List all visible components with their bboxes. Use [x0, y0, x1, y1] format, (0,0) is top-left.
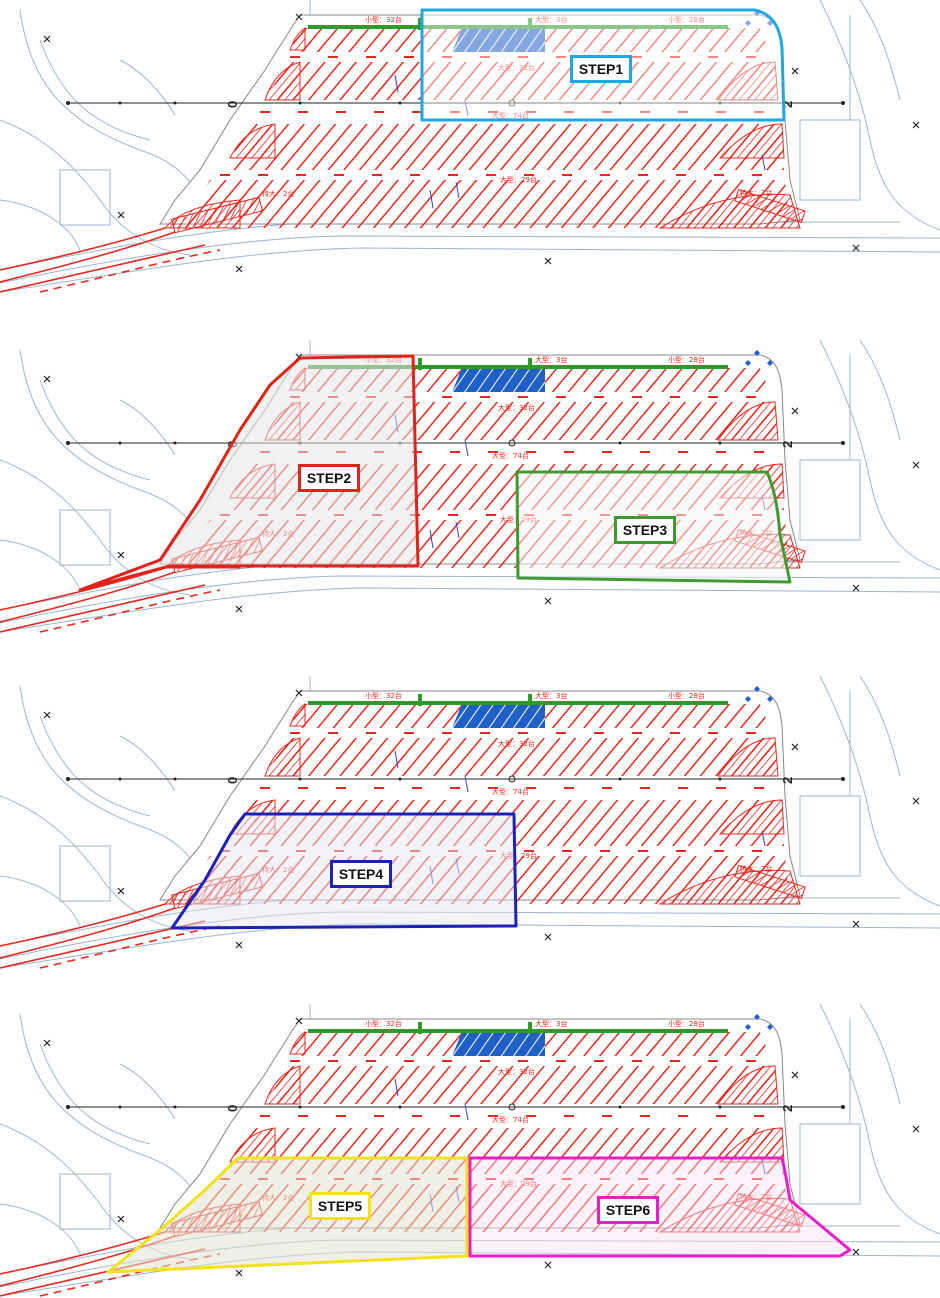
axis-mark-right: 2: [780, 101, 795, 108]
step6-region-outline: [468, 1156, 852, 1258]
parking-count-label: 大型：32台: [498, 1067, 535, 1076]
axis-mark-right: 2: [780, 1105, 795, 1112]
parking-count-label: 大型：32台: [498, 739, 535, 748]
parking-count-label: 小型：28台: [668, 1019, 705, 1028]
parking-count-label: 特大：2台: [740, 1192, 772, 1201]
axis-mark-left: 0: [225, 777, 240, 784]
parking-count-label: 小型：32台: [365, 15, 402, 24]
parking-count-label: 小型：28台: [668, 15, 705, 24]
axis-mark-right: 2: [780, 441, 795, 448]
plan-sheet-2: [0, 338, 940, 634]
parking-count-label: 大型：74台: [492, 787, 529, 796]
parking-count-label: 小型：28台: [668, 691, 705, 700]
parking-count-label: 大型：32台: [498, 63, 535, 72]
parking-count-label: 大型：74台: [492, 111, 529, 120]
step2-region-outline: [78, 354, 420, 592]
parking-count-label: 大型：74台: [492, 1115, 529, 1124]
parking-count-label: 大型：29台: [500, 851, 537, 860]
step6-label: STEP6: [597, 1196, 659, 1224]
parking-count-label: 特大：2台: [262, 189, 294, 198]
axis-mark-left: 0: [225, 1105, 240, 1112]
parking-count-label: 特大：2台: [740, 864, 772, 873]
parking-count-label: 大型：3台: [535, 691, 567, 700]
step5-region-outline: [106, 1156, 469, 1274]
step3-label: STEP3: [614, 516, 676, 544]
parking-count-label: 大型：32台: [498, 403, 535, 412]
parking-count-label: 大型：29台: [500, 175, 537, 184]
parking-count-label: 小型：28台: [668, 355, 705, 364]
axis-mark-left: 0: [225, 101, 240, 108]
parking-count-label: 大型：29台: [500, 1179, 537, 1188]
step2-label: STEP2: [298, 464, 360, 492]
parking-count-label: 大型：74台: [492, 451, 529, 460]
step4-label: STEP4: [330, 860, 392, 888]
step1-label: STEP1: [570, 55, 632, 83]
parking-count-label: 大型：3台: [535, 15, 567, 24]
parking-count-label: 小型：32台: [365, 691, 402, 700]
parking-count-label: 小型：32台: [365, 1019, 402, 1028]
parking-count-label: 大型：3台: [535, 355, 567, 364]
step5-label: STEP5: [309, 1192, 371, 1220]
parking-count-label: 特大：2台: [740, 188, 772, 197]
parking-count-label: 大型：3台: [535, 1019, 567, 1028]
axis-mark-right: 2: [780, 777, 795, 784]
